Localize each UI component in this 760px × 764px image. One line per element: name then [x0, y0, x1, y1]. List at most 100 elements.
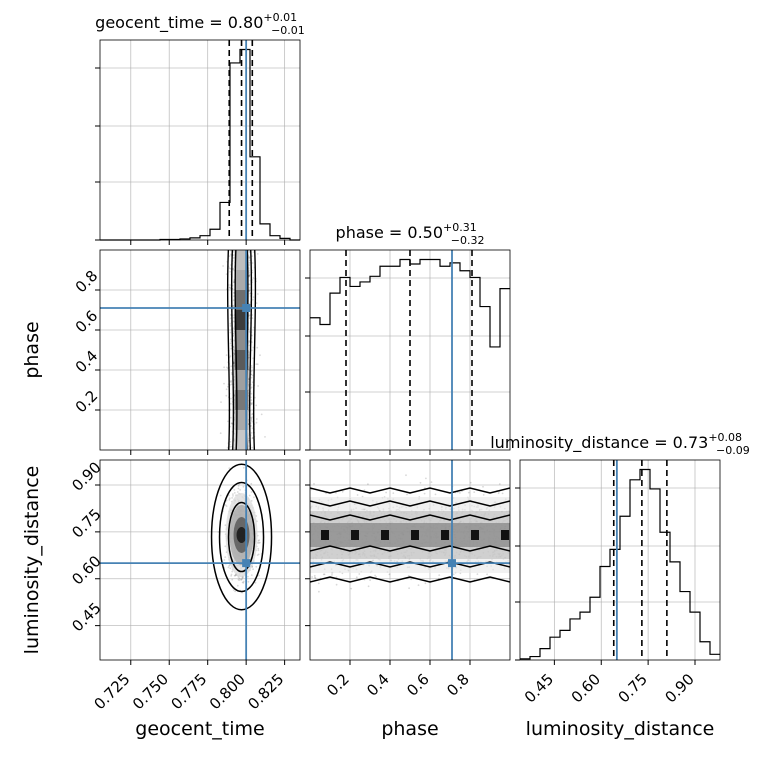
x-tick-label: 0.4: [363, 670, 393, 700]
density-cell: [430, 523, 440, 547]
scatter-point: [250, 482, 253, 485]
scatter-point: [226, 446, 229, 449]
scatter-point: [232, 251, 235, 253]
scatter-point: [257, 540, 260, 542]
scatter-point: [259, 354, 261, 357]
scatter-point: [367, 585, 370, 588]
marginal-panel-geocent_time: geocent_time = 0.80+0.01 −0.01: [95, 11, 305, 241]
scatter-point: [250, 376, 253, 379]
scatter-point: [251, 317, 254, 320]
scatter-point: [252, 296, 255, 299]
scatter-point: [233, 316, 235, 319]
scatter-point: [232, 292, 235, 294]
scatter-point: [228, 497, 231, 500]
density-cell: [400, 523, 410, 547]
scatter-point: [452, 573, 455, 576]
scatter-point: [363, 489, 366, 491]
x-tick-label: 0.825: [244, 670, 287, 713]
scatter-point: [424, 582, 427, 585]
scatter-point: [219, 432, 222, 435]
scatter-point: [239, 489, 242, 491]
panel-frame: [519, 459, 721, 661]
scatter-point: [335, 583, 338, 586]
scatter-point: [322, 573, 325, 576]
scatter-point: [251, 366, 253, 369]
scatter-point: [224, 556, 227, 558]
scatter-point: [228, 564, 231, 567]
scatter-point: [251, 262, 254, 264]
density-cell: [321, 530, 329, 540]
scatter-point: [248, 351, 251, 353]
scatter-point: [237, 576, 240, 578]
panel-background: [100, 460, 300, 660]
y-axis-label: luminosity_distance: [21, 466, 43, 655]
scatter-point: [233, 492, 236, 494]
scatter-point: [229, 331, 232, 334]
scatter-point: [323, 573, 326, 576]
marginal-panel-luminosity_distance: luminosity_distance = 0.73+0.08 −0.09: [490, 431, 750, 661]
x-axis-label: luminosity_distance: [526, 718, 715, 740]
density-blob: [236, 527, 247, 543]
scatter-point: [229, 317, 232, 320]
scatter-point: [232, 320, 235, 323]
scatter-point: [220, 401, 222, 403]
scatter-point: [252, 346, 255, 349]
scatter-point: [255, 565, 258, 568]
panel-frame: [99, 39, 301, 241]
scatter-point: [229, 325, 232, 327]
marginal-panel-phase: phase = 0.50+0.31 −0.32: [305, 221, 511, 451]
panel-content: [310, 474, 510, 593]
scatter-point: [253, 496, 255, 499]
density-cell: [450, 523, 460, 547]
scatter-point: [250, 491, 253, 493]
panel-background: [100, 250, 300, 450]
scatter-point: [242, 485, 245, 488]
scatter-point: [237, 487, 240, 490]
scatter-point: [257, 293, 259, 295]
density-cell: [381, 530, 389, 540]
density-cell: [234, 370, 249, 390]
scatter-point: [438, 574, 441, 576]
density-cell: [234, 270, 249, 290]
contour-line: [310, 500, 510, 507]
scatter-point: [248, 289, 251, 292]
scatter-point: [230, 422, 233, 425]
scatter-point: [248, 283, 251, 286]
contour-line: [230, 250, 253, 450]
scatter-point: [254, 581, 257, 584]
contour-line: [218, 481, 265, 593]
scatter-point: [251, 446, 254, 449]
x-tick-label: 0.775: [167, 670, 210, 713]
scatter-point: [230, 381, 232, 384]
scatter-point: [230, 347, 233, 350]
panel-frame: [99, 249, 301, 451]
scatter-point: [355, 576, 358, 579]
scatter-point: [331, 574, 333, 576]
scatter-point: [417, 584, 420, 587]
scatter-point: [236, 584, 239, 587]
density-cell: [460, 523, 470, 547]
scatter-point: [313, 574, 316, 577]
scatter-point: [356, 494, 359, 496]
scatter-point: [219, 494, 222, 497]
scatter-point: [223, 366, 226, 369]
density-cell: [340, 523, 350, 547]
scatter-point: [248, 264, 251, 266]
scatter-point: [227, 420, 229, 423]
scatter-point: [255, 404, 258, 407]
scatter-point: [249, 292, 252, 295]
scatter-point: [230, 573, 233, 576]
joint-panel-geocent-time-phase: [99, 249, 301, 451]
scatter-point: [238, 579, 241, 581]
scatter-point: [224, 545, 227, 548]
scatter-point: [240, 578, 243, 581]
contour-line: [310, 487, 510, 494]
scatter-point: [257, 549, 260, 552]
scatter-point: [231, 497, 234, 499]
scatter-point: [217, 531, 220, 533]
scatter-point: [248, 271, 251, 274]
scatter-point: [229, 287, 231, 289]
panel-frame: [309, 249, 511, 451]
scatter-point: [318, 590, 320, 593]
